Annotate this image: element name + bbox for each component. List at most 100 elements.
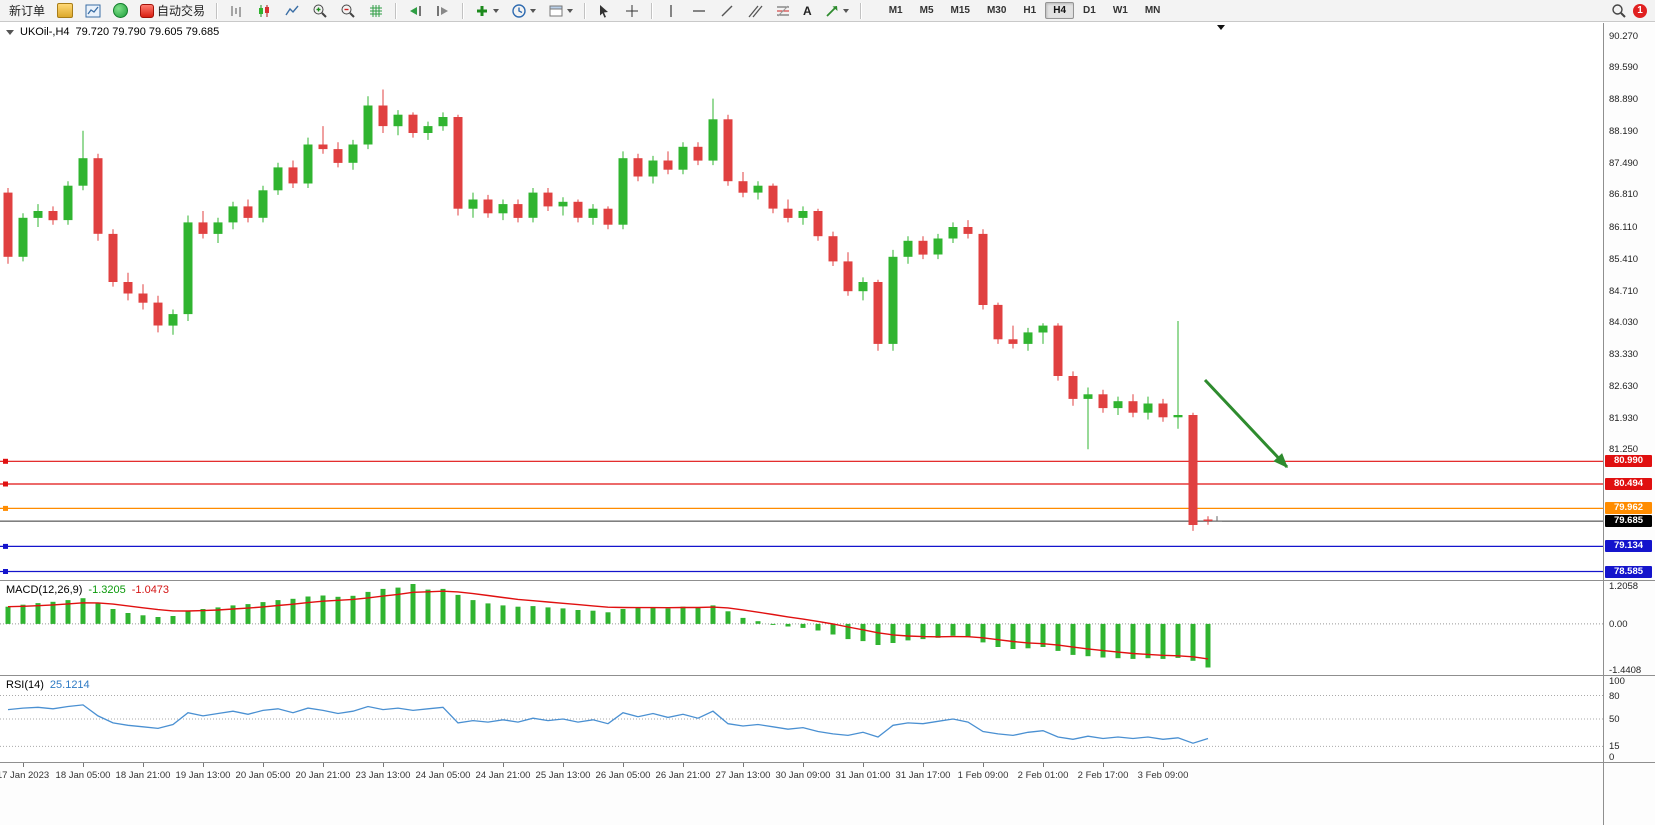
price-axis-label: 90.270 [1609,30,1639,42]
search-icon[interactable] [1611,3,1627,19]
toolbar: 新订单 自动交易 [0,0,1655,22]
rsi-pane[interactable]: RSI(14) 25.1214 [0,676,1603,762]
timeframe-w1-button[interactable]: W1 [1112,5,1128,16]
algo-trading-button[interactable]: 自动交易 [135,0,210,22]
time-axis[interactable]: 17 Jan 2023 18 Jan 05:00 18 Jan 21:00 19 Ja… [0,763,1603,825]
price-line-80.99[interactable] [0,458,1603,464]
timeframe-group: M1 M5 M15 M30 H1 H4 D1 W1 MN [881,2,1169,19]
timeframe-h4-button[interactable]: H4 [1045,2,1075,19]
zoom-out-button[interactable] [335,0,361,22]
candle [228,206,238,223]
pane-separator[interactable] [0,675,1655,676]
macd-plot [0,584,1603,668]
add-indicator-button[interactable] [469,0,504,22]
timeframe-m15-button[interactable]: M15 [950,5,970,16]
price-line-79.134[interactable] [0,543,1603,549]
price-axis-label: 87.490 [1609,158,1639,170]
vertical-line-tool-button[interactable] [658,0,684,22]
main-chart-pane[interactable]: UKOil-,H4 79.720 79.790 79.605 79.685 [0,23,1603,580]
time-axis-label: 26 Jan 05:00 [595,770,651,781]
period-dropdown-button[interactable] [506,0,541,22]
bar-chart-button[interactable] [223,0,249,22]
timeframe-h1-button[interactable]: H1 [1023,5,1037,16]
price-line-80.494[interactable] [0,481,1603,487]
candle [273,167,283,191]
zoom-in-button[interactable] [307,0,333,22]
grid-button[interactable] [363,0,389,22]
dropdown-caret-icon [567,8,574,13]
candle [498,204,508,214]
time-axis-tick [983,763,984,767]
fibonacci-tool-button[interactable] [770,0,796,22]
chart-shift-marker[interactable] [1217,25,1225,30]
horizontal-line-tool-button[interactable] [686,0,712,22]
candle [1128,401,1138,413]
trendline-tool-button[interactable] [714,0,740,22]
rsi-axis-label: 100 [1609,676,1625,687]
pane-separator[interactable] [0,762,1655,763]
macd-pane[interactable]: MACD(12,26,9) -1.3205 -1.0473 [0,581,1603,675]
pane-separator[interactable] [0,580,1655,581]
collapse-pane-icon[interactable] [6,29,14,35]
candle [903,240,913,257]
chart-shift-button[interactable] [430,0,456,22]
price-line-79.962[interactable] [0,505,1603,511]
candlestick-chart-button[interactable] [251,0,277,22]
candle [633,158,643,177]
time-axis-label: 19 Jan 13:00 [175,770,231,781]
rsi-title: RSI(14) 25.1214 [6,679,90,691]
price-axis[interactable]: 90.270 89.590 88.890 88.190 87.490 86.810 86.1… [1603,23,1655,825]
auto-scroll-button[interactable] [402,0,428,22]
data-window-button[interactable] [80,0,106,22]
candle [1068,376,1078,399]
candle [393,114,403,127]
macd-name: MACD(12,26,9) [6,584,83,596]
chart-title: UKOil-,H4 79.720 79.790 79.605 79.685 [6,26,219,38]
price-line-78.585[interactable] [0,569,1603,574]
price-axis-main: 90.270 89.590 88.890 88.190 87.490 86.810 86.1… [1604,23,1655,581]
navigator-button[interactable] [108,0,133,22]
candle [723,119,733,182]
line-chart-button[interactable] [279,0,305,22]
template-dropdown-button[interactable] [543,0,578,22]
price-axis-label: 88.890 [1609,94,1639,106]
dropdown-caret-icon [493,8,500,13]
candlestick-plot[interactable] [0,23,1603,580]
text-tool-button[interactable]: A [798,0,817,22]
candle [363,105,373,145]
cursor-button[interactable] [591,0,617,22]
clock-icon [512,3,526,18]
candle [963,227,973,234]
timeframe-d1-button[interactable]: D1 [1083,5,1096,16]
arrow-annotation[interactable] [1203,378,1289,469]
macd-axis-label: 0.00 [1609,618,1628,630]
bar-chart-icon [231,5,241,17]
shapes-dropdown-button[interactable] [819,0,854,22]
timeframe-m5-button[interactable]: M5 [919,5,934,16]
market-watch-button[interactable] [52,0,78,22]
new-order-button[interactable]: 新订单 [4,0,50,22]
toolbar-separator [462,2,464,19]
horizontal-line-icon [693,9,706,12]
algo-trading-label: 自动交易 [157,4,206,18]
timeframe-mn-button[interactable]: MN [1144,5,1161,16]
candle [528,192,538,218]
time-axis-tick [683,763,684,767]
time-axis-label: 31 Jan 01:00 [835,770,891,781]
macd-main-value: -1.3205 [88,584,126,596]
price-axis-label: 86.810 [1609,189,1639,201]
macd-axis-label: -1.4408 [1609,665,1642,676]
time-axis-tick [503,763,504,767]
candle [1188,415,1198,525]
crosshair-button[interactable] [619,0,645,22]
channel-tool-button[interactable] [742,0,768,22]
timeframe-m30-button[interactable]: M30 [986,5,1007,16]
notification-badge[interactable]: 1 [1633,3,1647,18]
candle [513,204,523,218]
timeframe-m1-button[interactable]: M1 [888,5,903,16]
dropdown-caret-icon [530,8,537,13]
candle [63,185,73,221]
zoom-out-icon [341,4,355,18]
rsi-axis-label: 15 [1609,741,1620,753]
ohlc-values: 79.720 79.790 79.605 79.685 [75,26,220,38]
